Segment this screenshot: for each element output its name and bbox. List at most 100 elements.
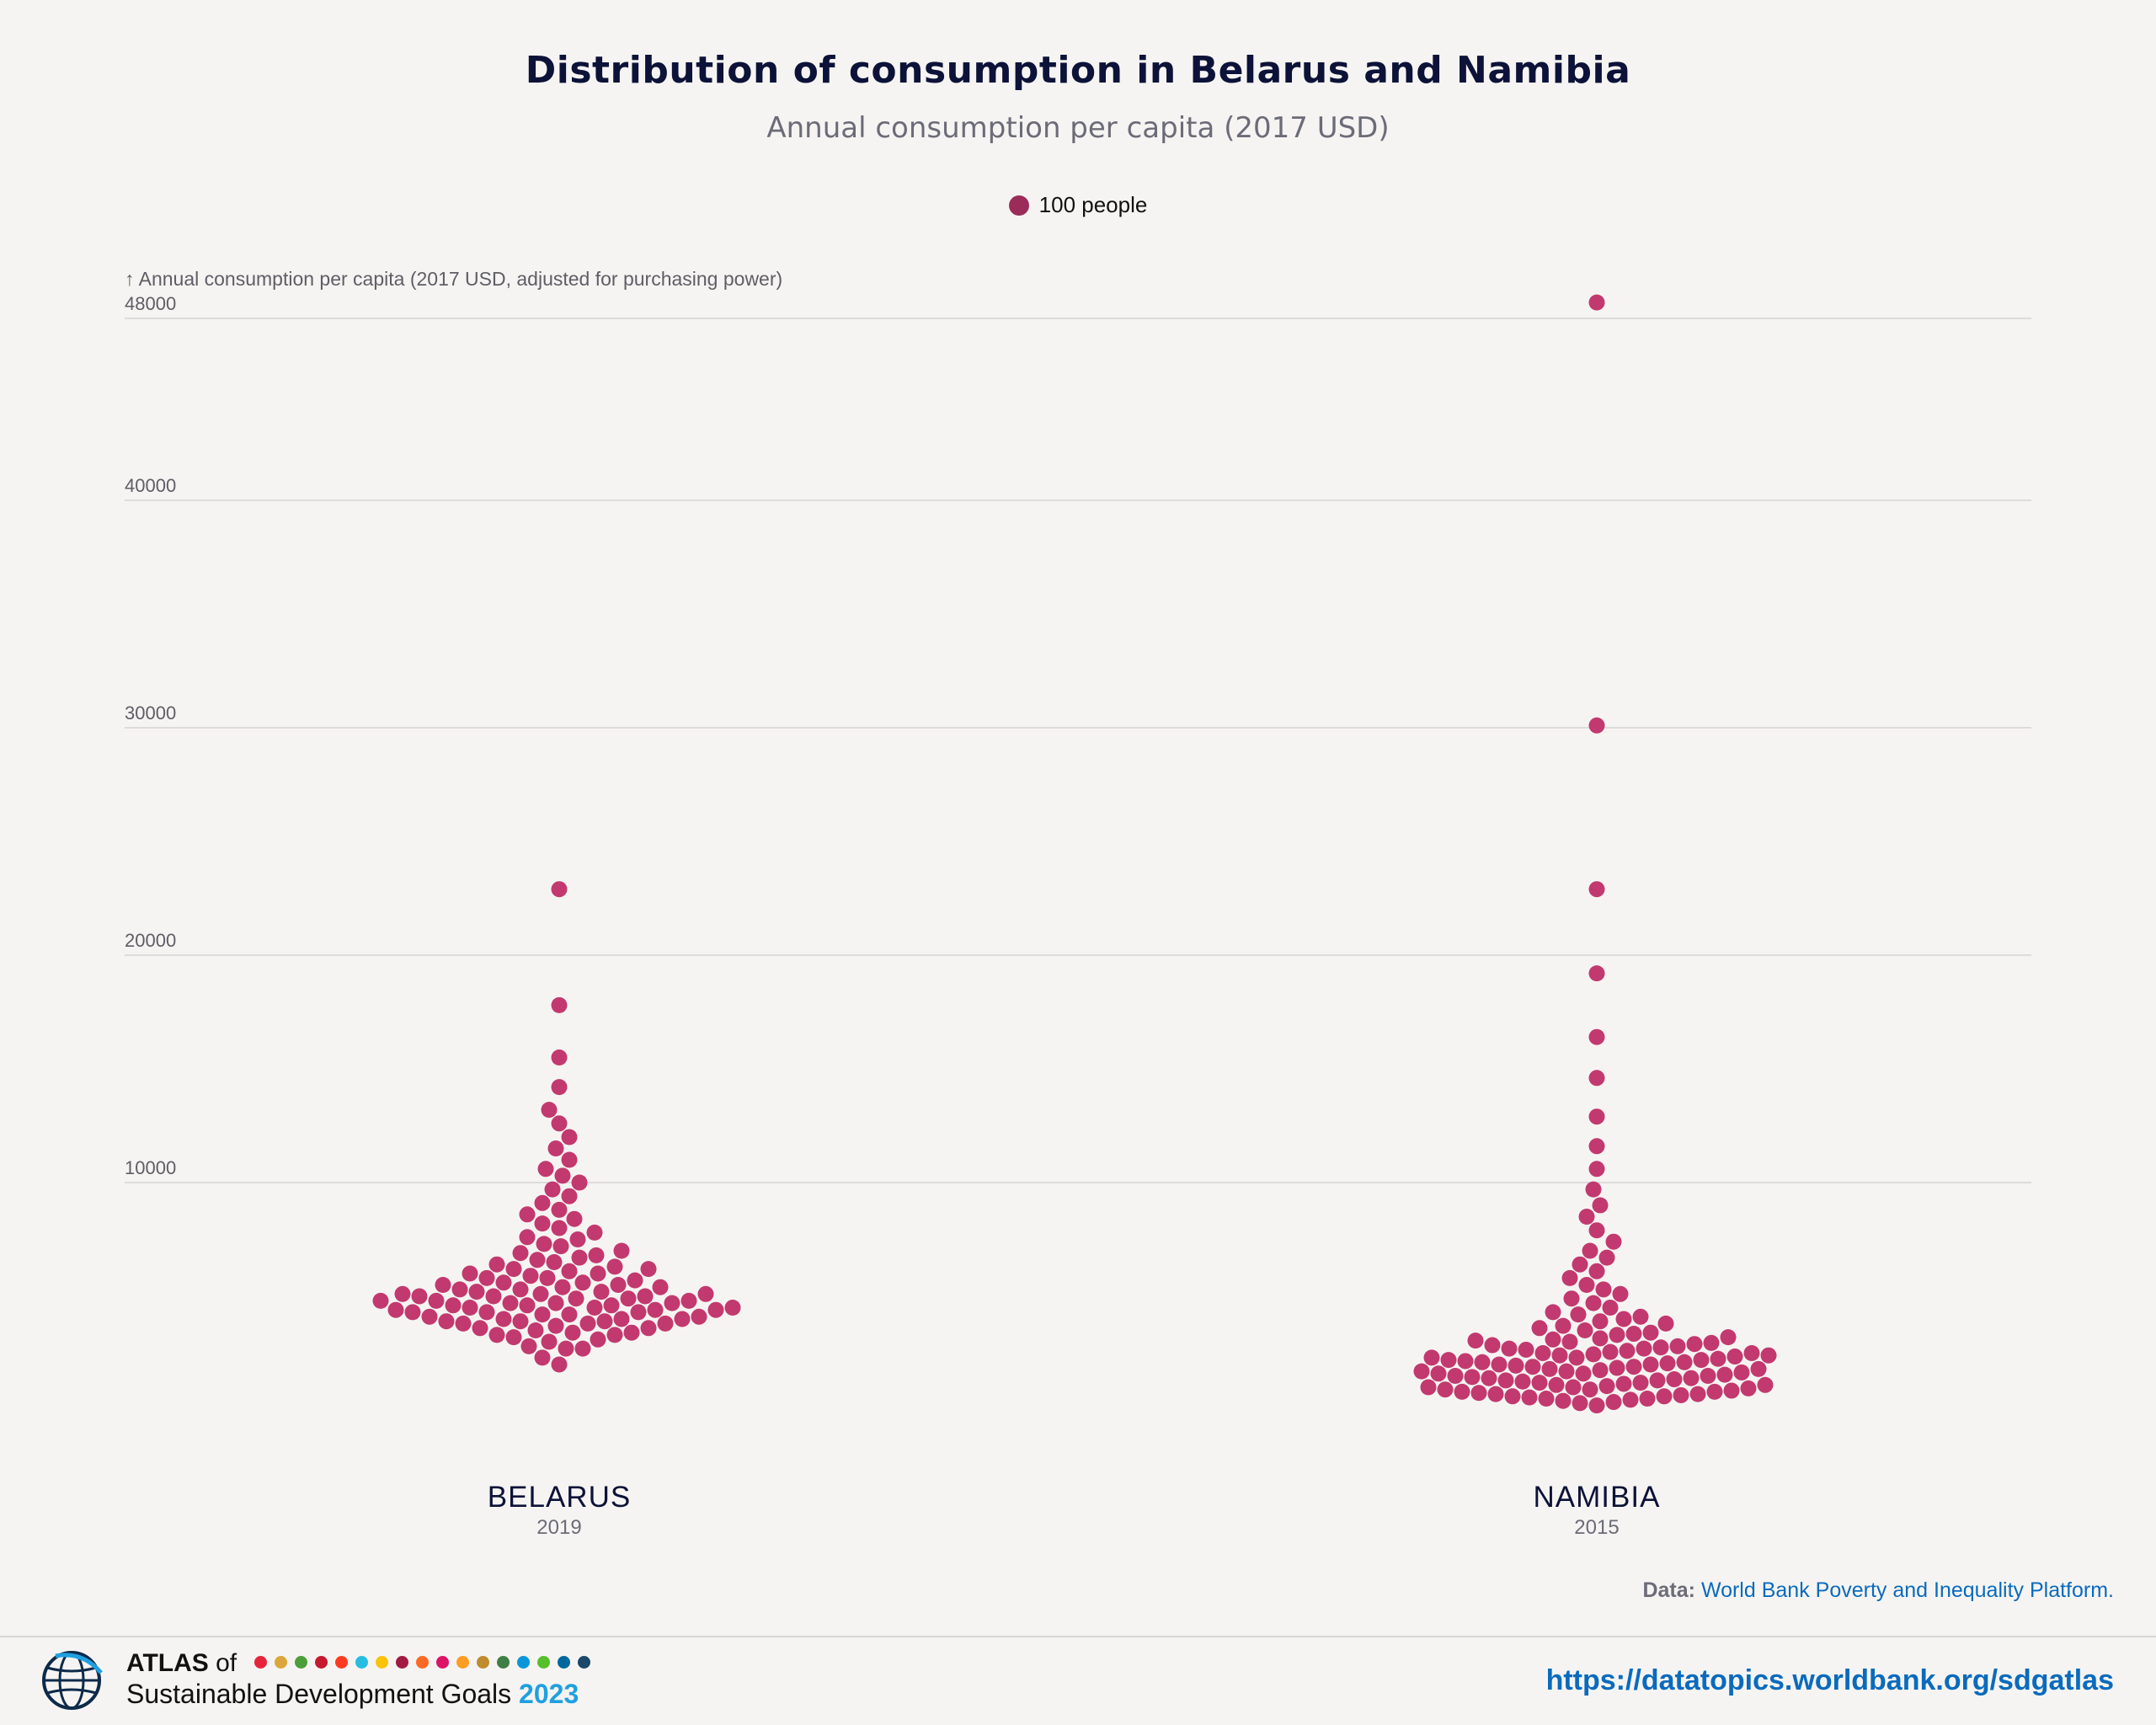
sdg-dot-12 [477, 1656, 489, 1669]
dot-belarus-76 [546, 1254, 563, 1270]
sdg-wordmark: Sustainable Development Goals 2023 [126, 1679, 579, 1710]
sdg-dot-14 [517, 1656, 530, 1669]
dot-namibia-20 [1565, 1379, 1582, 1396]
dot-belarus-78 [571, 1249, 588, 1266]
dot-namibia-28 [1514, 1373, 1531, 1390]
dot-namibia-42 [1413, 1363, 1430, 1380]
dot-namibia-109 [1585, 1181, 1602, 1198]
dot-namibia-6 [1639, 1391, 1656, 1407]
dot-belarus-92 [534, 1194, 551, 1211]
dot-belarus-81 [613, 1242, 630, 1259]
dot-belarus-40 [445, 1297, 462, 1314]
dot-belarus-15 [547, 1317, 564, 1334]
dot-belarus-47 [568, 1290, 584, 1307]
dot-namibia-107 [1578, 1209, 1595, 1225]
dot-belarus-50 [637, 1288, 654, 1305]
dot-namibia-39 [1430, 1365, 1447, 1382]
dot-belarus-0 [551, 1356, 568, 1373]
dot-namibia-41 [1558, 1363, 1575, 1380]
dot-namibia-9 [1504, 1388, 1521, 1405]
dot-belarus-83 [536, 1236, 552, 1252]
dot-belarus-42 [502, 1295, 519, 1311]
dot-belarus-41 [547, 1295, 564, 1311]
dot-namibia-63 [1760, 1347, 1777, 1364]
sdg-dot-13 [497, 1656, 510, 1669]
sdg-dot-16 [558, 1656, 570, 1669]
dot-namibia-60 [1423, 1349, 1440, 1366]
y-tick-label-30000: 30000 [125, 702, 176, 724]
dot-namibia-8 [1656, 1388, 1673, 1405]
dot-belarus-1 [534, 1349, 551, 1366]
dot-belarus-17 [455, 1315, 472, 1332]
dot-belarus-91 [551, 1201, 568, 1218]
dot-belarus-63 [574, 1274, 591, 1291]
dot-belarus-74 [606, 1258, 623, 1275]
dot-belarus-53 [697, 1285, 714, 1302]
dot-namibia-116 [1588, 881, 1605, 898]
dot-namibia-112 [1588, 1108, 1605, 1125]
dot-namibia-82 [1609, 1327, 1625, 1343]
dot-namibia-83 [1625, 1326, 1642, 1343]
dot-namibia-62 [1551, 1347, 1568, 1364]
dot-namibia-105 [1605, 1233, 1622, 1250]
dot-namibia-57 [1440, 1352, 1457, 1369]
dot-belarus-84 [569, 1231, 586, 1247]
dot-belarus-37 [724, 1300, 741, 1316]
category-year-belarus: 2019 [536, 1516, 582, 1539]
source-link[interactable]: World Bank Poverty and Inequality Platfo… [1700, 1578, 2114, 1602]
dot-namibia-86 [1531, 1320, 1548, 1337]
dot-namibia-24 [1757, 1376, 1774, 1393]
dot-namibia-115 [1588, 965, 1605, 982]
data-source: Data: World Bank Poverty and Inequality … [1642, 1578, 2114, 1603]
chart-title: Distribution of consumption in Belarus a… [525, 49, 1631, 92]
dot-namibia-32 [1683, 1370, 1700, 1386]
dot-belarus-104 [551, 1049, 568, 1065]
dot-belarus-60 [652, 1279, 669, 1295]
dot-namibia-88 [1657, 1315, 1674, 1332]
dot-namibia-98 [1595, 1281, 1612, 1298]
dot-namibia-52 [1659, 1355, 1676, 1372]
dot-belarus-23 [613, 1311, 630, 1327]
sdg-dot-4 [315, 1656, 328, 1669]
dot-belarus-98 [561, 1151, 578, 1168]
atlas-of: of [216, 1649, 237, 1677]
dot-namibia-19 [1740, 1380, 1757, 1397]
atlas-url-link[interactable]: https://datatopics.worldbank.org/sdgatla… [1545, 1664, 2114, 1696]
dot-belarus-56 [468, 1284, 485, 1300]
dot-namibia-33 [1481, 1370, 1497, 1386]
dot-namibia-4 [1622, 1391, 1639, 1408]
dot-belarus-73 [640, 1261, 657, 1278]
dot-namibia-77 [1561, 1333, 1578, 1350]
dot-namibia-58 [1710, 1350, 1726, 1367]
dot-namibia-61 [1726, 1348, 1743, 1365]
dot-namibia-73 [1669, 1338, 1686, 1354]
dot-namibia-48 [1524, 1359, 1541, 1375]
dot-belarus-38 [519, 1297, 536, 1314]
dot-namibia-66 [1743, 1345, 1760, 1361]
dot-belarus-28 [534, 1306, 551, 1323]
dot-namibia-84 [1642, 1324, 1659, 1341]
dot-namibia-11 [1487, 1386, 1504, 1402]
dot-belarus-34 [387, 1301, 404, 1318]
category-label-namibia: NAMIBIA [1533, 1481, 1661, 1514]
dot-belarus-7 [505, 1329, 522, 1346]
dot-belarus-10 [564, 1324, 581, 1341]
dot-namibia-38 [1575, 1365, 1592, 1382]
dot-namibia-75 [1686, 1336, 1703, 1353]
dot-namibia-114 [1588, 1028, 1605, 1045]
dot-belarus-3 [574, 1340, 591, 1357]
dot-namibia-5 [1538, 1391, 1555, 1407]
dot-namibia-25 [1615, 1375, 1632, 1392]
dot-belarus-32 [647, 1301, 664, 1318]
dot-namibia-100 [1561, 1269, 1578, 1286]
dot-belarus-54 [394, 1285, 411, 1302]
y-tick-label-40000: 40000 [125, 475, 176, 496]
dot-belarus-46 [372, 1292, 389, 1309]
dot-belarus-14 [640, 1320, 657, 1337]
dot-namibia-45 [1750, 1360, 1767, 1377]
y-tick-label-10000: 10000 [125, 1157, 176, 1178]
dot-namibia-72 [1652, 1339, 1669, 1356]
dot-belarus-97 [537, 1161, 554, 1178]
dot-namibia-117 [1588, 717, 1605, 734]
dot-namibia-56 [1693, 1352, 1710, 1369]
